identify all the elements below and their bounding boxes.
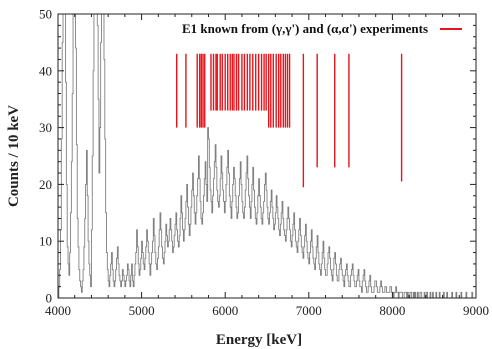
plot-frame <box>57 13 477 299</box>
y-tick-label: 0 <box>46 291 53 306</box>
x-tick-label: 4000 <box>45 303 71 318</box>
y-tick-label: 50 <box>39 7 52 22</box>
x-tick-label: 6000 <box>212 303 238 318</box>
y-tick-label: 40 <box>39 63 52 78</box>
legend-label: E1 known from (γ,γ') and (α,α') experime… <box>182 21 428 36</box>
y-tick-label: 30 <box>39 120 52 135</box>
y-tick-label: 20 <box>39 177 52 192</box>
x-axis-title: Energy [keV] <box>216 332 302 348</box>
plot-area <box>58 14 476 298</box>
spectrum-histogram <box>58 14 476 298</box>
x-tick-label: 5000 <box>129 303 155 318</box>
axes: 4000 5000 6000 7000 8000 9000 0 10 20 30 40 50 <box>39 7 489 319</box>
y-axis-title: Counts / 10 keV <box>6 105 22 207</box>
x-tick-label: 9000 <box>463 303 489 318</box>
x-tick-label: 7000 <box>296 303 322 318</box>
y-tick-label: 10 <box>39 234 52 249</box>
x-tick-label: 8000 <box>379 303 405 318</box>
legend: E1 known from (γ,γ') and (α,α') experime… <box>182 21 462 36</box>
